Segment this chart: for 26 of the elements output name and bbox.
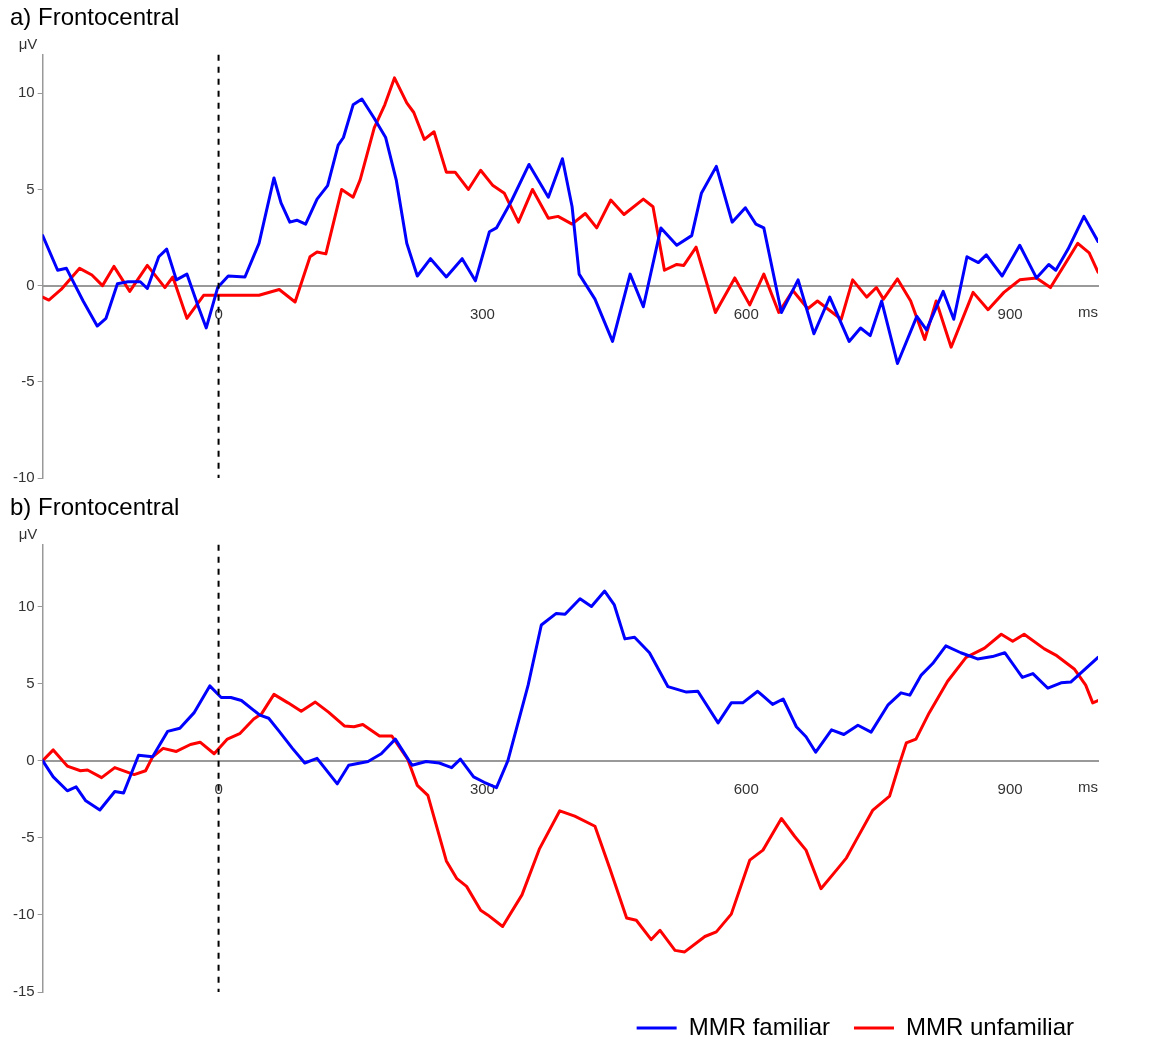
y-tick-label: 0: [26, 275, 35, 293]
y-tick-label: 5: [26, 179, 35, 197]
x-tick-label: 600: [733, 779, 759, 797]
y-tick-label: 5: [26, 673, 35, 691]
y-axis-title: μV: [18, 35, 38, 53]
x-axis-title: ms: [1078, 303, 1098, 321]
y-tick-label: -10: [12, 905, 35, 923]
x-tick-label: 900: [997, 304, 1023, 322]
legend-label: MMR unfamiliar: [905, 1012, 1075, 1040]
x-tick-label: 600: [733, 304, 759, 322]
y-axis-title: μV: [18, 525, 38, 543]
x-tick-label: 900: [997, 779, 1023, 797]
chart-title: b) Frontocentral: [10, 493, 180, 521]
legend-label: MMR familiar: [688, 1012, 830, 1040]
y-tick-label: -10: [12, 468, 35, 486]
y-tick-label: -5: [21, 371, 35, 389]
y-tick-label: 0: [26, 750, 35, 768]
y-tick-label: 10: [17, 596, 35, 614]
x-tick-label: 0: [214, 779, 223, 797]
x-tick-label: 300: [469, 304, 495, 322]
y-tick-label: -15: [12, 982, 35, 1000]
y-tick-label: -5: [21, 827, 35, 845]
x-axis-title: ms: [1078, 778, 1098, 796]
chart-title: a) Frontocentral: [10, 3, 180, 31]
y-tick-label: 10: [17, 83, 35, 101]
x-tick-label: 0: [214, 304, 223, 322]
